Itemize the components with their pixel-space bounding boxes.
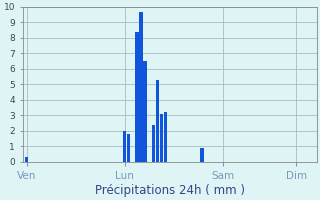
Bar xyxy=(25,157,28,162)
Bar xyxy=(123,131,126,162)
Bar xyxy=(135,32,139,162)
Bar xyxy=(127,134,131,162)
Bar xyxy=(160,114,163,162)
Bar xyxy=(151,125,155,162)
Bar xyxy=(201,148,204,162)
Bar xyxy=(156,80,159,162)
Bar xyxy=(143,61,147,162)
X-axis label: Précipitations 24h ( mm ): Précipitations 24h ( mm ) xyxy=(95,184,244,197)
Bar xyxy=(139,12,143,162)
Bar xyxy=(164,112,167,162)
